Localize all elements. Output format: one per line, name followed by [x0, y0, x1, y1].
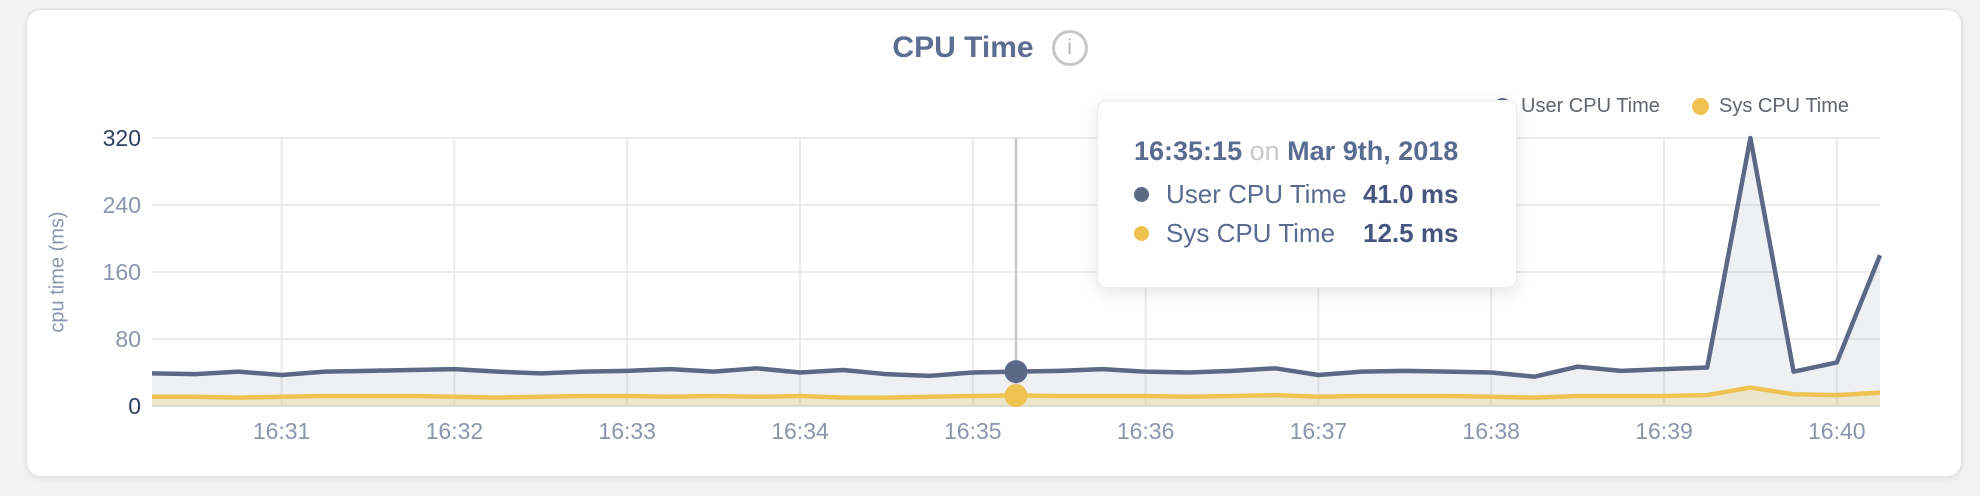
- x-tick-label: 16:38: [1462, 418, 1520, 444]
- legend-item-sys-cpu-time[interactable]: Sys CPU Time: [1692, 94, 1849, 118]
- y-tick-label: 160: [102, 259, 141, 285]
- y-tick-label: 0: [128, 393, 141, 419]
- y-tick-label: 80: [115, 326, 141, 352]
- tooltip-row-value: 12.5 ms: [1363, 218, 1459, 248]
- chart-header: CPU Time i: [0, 30, 1980, 66]
- tooltip-date: Mar 9th, 2018: [1287, 136, 1459, 166]
- legend-label: User CPU Time: [1521, 94, 1660, 117]
- x-tick-label: 16:31: [252, 418, 311, 444]
- tooltip-time: 16:35:15: [1134, 136, 1243, 166]
- tooltip-row-label: Sys CPU Time: [1166, 218, 1336, 248]
- tooltip-connector: on: [1249, 136, 1280, 166]
- user-cpu-area: [152, 138, 1880, 406]
- sys-cpu-dot-icon: [1134, 226, 1149, 241]
- tooltip-row-value: 41.0 ms: [1363, 179, 1459, 209]
- sys-cpu-legend-dot-icon: [1692, 97, 1709, 115]
- tooltip-row-user: User CPU Time 41.0 ms: [1134, 175, 1516, 214]
- user-cpu-dot-icon: [1134, 187, 1149, 202]
- tooltip-title: 16:35:15 on Mar 9th, 2018: [1134, 131, 1516, 175]
- x-tick-label: 16:39: [1635, 418, 1693, 444]
- tooltip-row-label: User CPU Time: [1166, 179, 1347, 209]
- sys-cpu-hover-dot: [1004, 384, 1028, 408]
- chart-title: CPU Time: [892, 31, 1034, 64]
- x-tick-label: 16:35: [944, 418, 1002, 444]
- x-tick-label: 16:32: [425, 418, 484, 444]
- x-tick-label: 16:36: [1116, 418, 1175, 444]
- x-tick-label: 16:37: [1289, 418, 1348, 444]
- info-icon[interactable]: i: [1051, 30, 1088, 66]
- x-tick-label: 16:40: [1808, 418, 1866, 444]
- y-tick-label: 320: [102, 125, 141, 151]
- tooltip-row-sys: Sys CPU Time 12.5 ms: [1134, 214, 1516, 253]
- legend-label: Sys CPU Time: [1719, 94, 1850, 117]
- plot-area[interactable]: [151, 135, 1883, 408]
- y-tick-label: 240: [102, 192, 141, 218]
- legend-item-user-cpu-time[interactable]: User CPU Time: [1494, 94, 1660, 118]
- hover-tooltip: 16:35:15 on Mar 9th, 2018 User CPU Time …: [1097, 100, 1517, 288]
- chart-card: [25, 8, 1963, 478]
- x-tick-label: 16:33: [598, 418, 656, 444]
- x-tick-label: 16:34: [771, 418, 829, 444]
- user-cpu-hover-dot: [1004, 360, 1028, 384]
